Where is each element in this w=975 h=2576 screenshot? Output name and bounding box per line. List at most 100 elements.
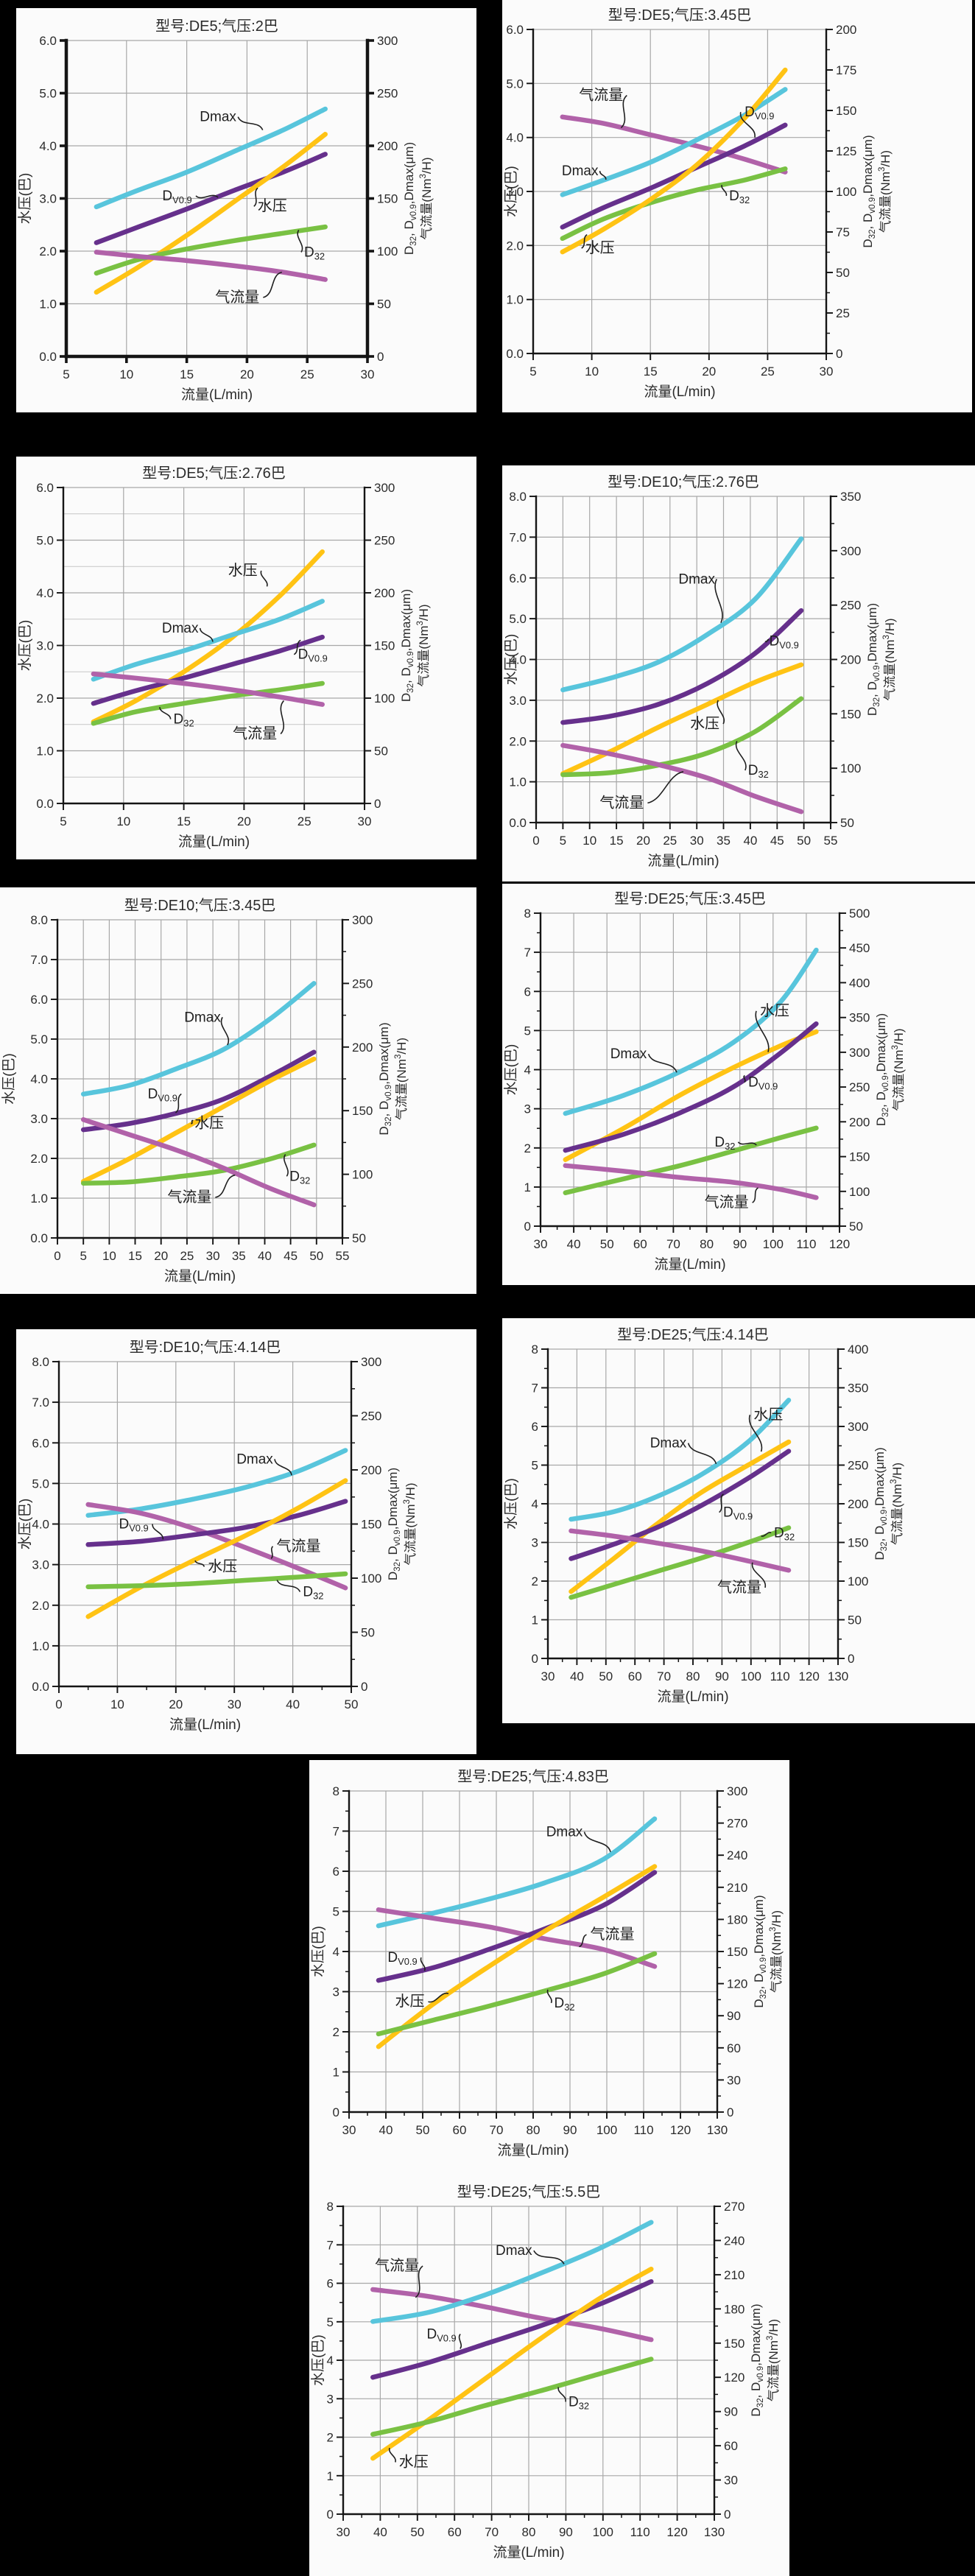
annotation-leader-qiliuliang bbox=[751, 1562, 766, 1588]
y-right-tick-label: 150 bbox=[849, 1150, 870, 1164]
y-right-tick-label: 400 bbox=[848, 1342, 868, 1356]
series-dmax-label: Dmax bbox=[162, 621, 199, 636]
chart-panel-de10-2-76bar: 型号:DE10;气压:2.76巴 0.0 1.0 2.0 3.0 4.0 5.0 6.0 7.… bbox=[502, 465, 975, 881]
y-right-tick-label: 50 bbox=[374, 745, 388, 759]
y-left-tick-label: 3.0 bbox=[506, 185, 524, 199]
annotation-leader-dmax bbox=[647, 1053, 677, 1073]
y-right-tick-label: 450 bbox=[849, 941, 870, 955]
chart-svg: 0 1 2 3 4 5 6 7 8 50 100 150 200 250 300 350 400 450 500 30… bbox=[503, 907, 906, 1273]
y-left-tick-label: 6.0 bbox=[506, 23, 524, 37]
y-left-tick-label: 5.0 bbox=[506, 77, 524, 91]
annotation-leader-shuiya bbox=[748, 1415, 763, 1452]
chart-title: 型号:DE10;气压:2.76巴 bbox=[608, 474, 759, 490]
x-tick-label: 10 bbox=[116, 814, 130, 828]
annotations-group: Dmax DV0.9 水压 D32 气流量 bbox=[148, 1010, 311, 1206]
y-left-tick-label: 3.0 bbox=[32, 1558, 49, 1572]
y-left-tick-label: 4.0 bbox=[30, 1072, 48, 1086]
annotations-group: 水压 Dmax DV0.9 D32 气流量 bbox=[159, 562, 328, 742]
y-right-axis-label-airflow: 气流量(Nm3/H) bbox=[877, 150, 893, 233]
y-right-axis-label-airflow: 气流量(Nm3/H) bbox=[402, 1482, 418, 1565]
x-tick-label: 130 bbox=[828, 1669, 848, 1683]
y-right-tick-label: 200 bbox=[377, 139, 398, 153]
series-shuiya-label: 水压 bbox=[194, 1115, 224, 1132]
series-dv09-curve bbox=[94, 152, 328, 245]
y-right-tick-label: 90 bbox=[727, 2009, 741, 2023]
series-dv09-curve bbox=[80, 1049, 317, 1133]
series-dv09-label: DV0.9 bbox=[770, 634, 799, 651]
x-tick-label: 110 bbox=[633, 2123, 653, 2137]
x-axis-label: 流量(L/min) bbox=[647, 853, 719, 869]
x-tick-label: 15 bbox=[180, 367, 194, 381]
series-dv09-label: DV0.9 bbox=[723, 1505, 753, 1522]
y-right-axis-label-airflow: 气流量(Nm3/H) bbox=[765, 2319, 781, 2401]
series-qiliuliang-label: 气流量 bbox=[591, 1926, 635, 1943]
chart-panel-de5-3-45bar: 型号:DE5;气压:3.45巴 0.0 1.0 2.0 3.0 4.0 5.0 6.0 0 25… bbox=[502, 0, 972, 412]
x-tick-label: 70 bbox=[666, 1237, 680, 1251]
annotation-leader-dv09 bbox=[293, 639, 301, 655]
y-left-tick-label: 2.0 bbox=[32, 1599, 49, 1613]
y-left-tick-label: 6 bbox=[333, 1865, 339, 1879]
x-tick-label: 20 bbox=[237, 814, 251, 828]
annotation-leader-dv09 bbox=[743, 1074, 746, 1083]
series-d32-label: D32 bbox=[774, 1525, 795, 1542]
x-tick-label: 60 bbox=[633, 1237, 647, 1251]
series-dmax-curve bbox=[94, 106, 328, 210]
y-left-axis-label: 水压(巴) bbox=[310, 2334, 326, 2386]
y-right-tick-label: 150 bbox=[836, 104, 856, 118]
x-ticks: 5 10 15 20 25 30 bbox=[529, 353, 833, 379]
series-dv09-curve bbox=[569, 1449, 792, 1561]
series-d32-label: D32 bbox=[748, 763, 769, 780]
y-left-tick-label: 0 bbox=[532, 1652, 538, 1666]
y-right-axis-label-diameters: D32, Dv0.9,Dmax(μm) bbox=[861, 135, 877, 247]
y-right-tick-label: 0 bbox=[727, 2105, 733, 2119]
annotation-leader-d32 bbox=[159, 707, 172, 719]
chart-panel-de25-4-14bar: 型号:DE25;气压:4.14巴 0 1 2 3 4 5 6 7 8 0 50 100 150 200 25… bbox=[502, 1318, 975, 1723]
x-tick-label: 25 bbox=[298, 814, 311, 828]
x-tick-label: 60 bbox=[628, 1669, 642, 1683]
y-right-tick-label: 175 bbox=[836, 63, 856, 77]
annotation-leader-qiliuliang bbox=[647, 771, 684, 804]
series-dmax-label: Dmax bbox=[678, 571, 715, 587]
series-dmax-curve bbox=[376, 1816, 658, 1929]
y-right-tick-label: 250 bbox=[849, 1080, 870, 1094]
series-dv09-curve bbox=[85, 1499, 348, 1547]
y-left-tick-label: 4.0 bbox=[32, 1518, 49, 1532]
y-right-tick-label: 250 bbox=[840, 599, 861, 613]
x-tick-label: 120 bbox=[798, 1669, 819, 1683]
y-left-tick-label: 0.0 bbox=[509, 816, 527, 830]
y-left-tick-label: 6.0 bbox=[39, 34, 57, 48]
y-right-ticks: 0 50 100 150 200 250 300 bbox=[365, 481, 395, 811]
annotation-leader-d32 bbox=[284, 1154, 289, 1177]
x-tick-label: 50 bbox=[410, 2525, 424, 2539]
y-left-tick-label: 0 bbox=[327, 2508, 334, 2522]
chart-title: 型号:DE25;气压:5.5巴 bbox=[457, 2184, 601, 2200]
series-dmax-label: Dmax bbox=[546, 1825, 583, 1840]
x-tick-label: 15 bbox=[128, 1249, 142, 1263]
x-tick-label: 5 bbox=[560, 834, 566, 848]
y-right-tick-label: 150 bbox=[840, 707, 861, 721]
x-tick-label: 100 bbox=[596, 2123, 617, 2137]
x-ticks: 0 10 20 30 40 50 bbox=[55, 1686, 358, 1711]
y-right-ticks: 50 100 150 200 250 300 350 400 450 500 bbox=[840, 907, 870, 1234]
y-right-tick-label: 300 bbox=[361, 1355, 381, 1369]
x-tick-label: 15 bbox=[177, 814, 191, 828]
series-qiliuliang-label: 气流量 bbox=[277, 1538, 321, 1555]
y-left-tick-label: 6 bbox=[524, 985, 531, 999]
y-right-axis-label-diameters: D32, Dv0.9,Dmax(μm) bbox=[386, 1468, 402, 1580]
x-tick-label: 130 bbox=[704, 2525, 725, 2539]
series-shuiya-curve bbox=[85, 1478, 348, 1619]
annotation-leader-dv09 bbox=[764, 638, 770, 643]
series-d32-curve bbox=[85, 1571, 348, 1590]
y-right-tick-label: 250 bbox=[361, 1410, 381, 1424]
series-shuiya-curve bbox=[80, 1056, 317, 1184]
series-shuiya-curve bbox=[370, 2266, 654, 2461]
y-right-tick-label: 0 bbox=[724, 2508, 731, 2522]
x-tick-label: 120 bbox=[829, 1237, 850, 1251]
gridlines bbox=[63, 487, 365, 803]
y-left-tick-label: 5.0 bbox=[30, 1032, 48, 1046]
y-left-tick-label: 7 bbox=[524, 946, 531, 960]
series-qiliuliang-label: 气流量 bbox=[717, 1579, 761, 1596]
y-right-tick-label: 200 bbox=[848, 1497, 868, 1511]
x-tick-label: 90 bbox=[559, 2525, 573, 2539]
y-left-ticks: 0.0 1.0 2.0 3.0 4.0 5.0 6.0 bbox=[36, 481, 63, 811]
